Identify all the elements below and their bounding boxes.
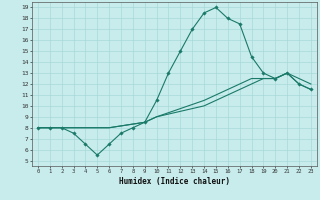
X-axis label: Humidex (Indice chaleur): Humidex (Indice chaleur) bbox=[119, 177, 230, 186]
